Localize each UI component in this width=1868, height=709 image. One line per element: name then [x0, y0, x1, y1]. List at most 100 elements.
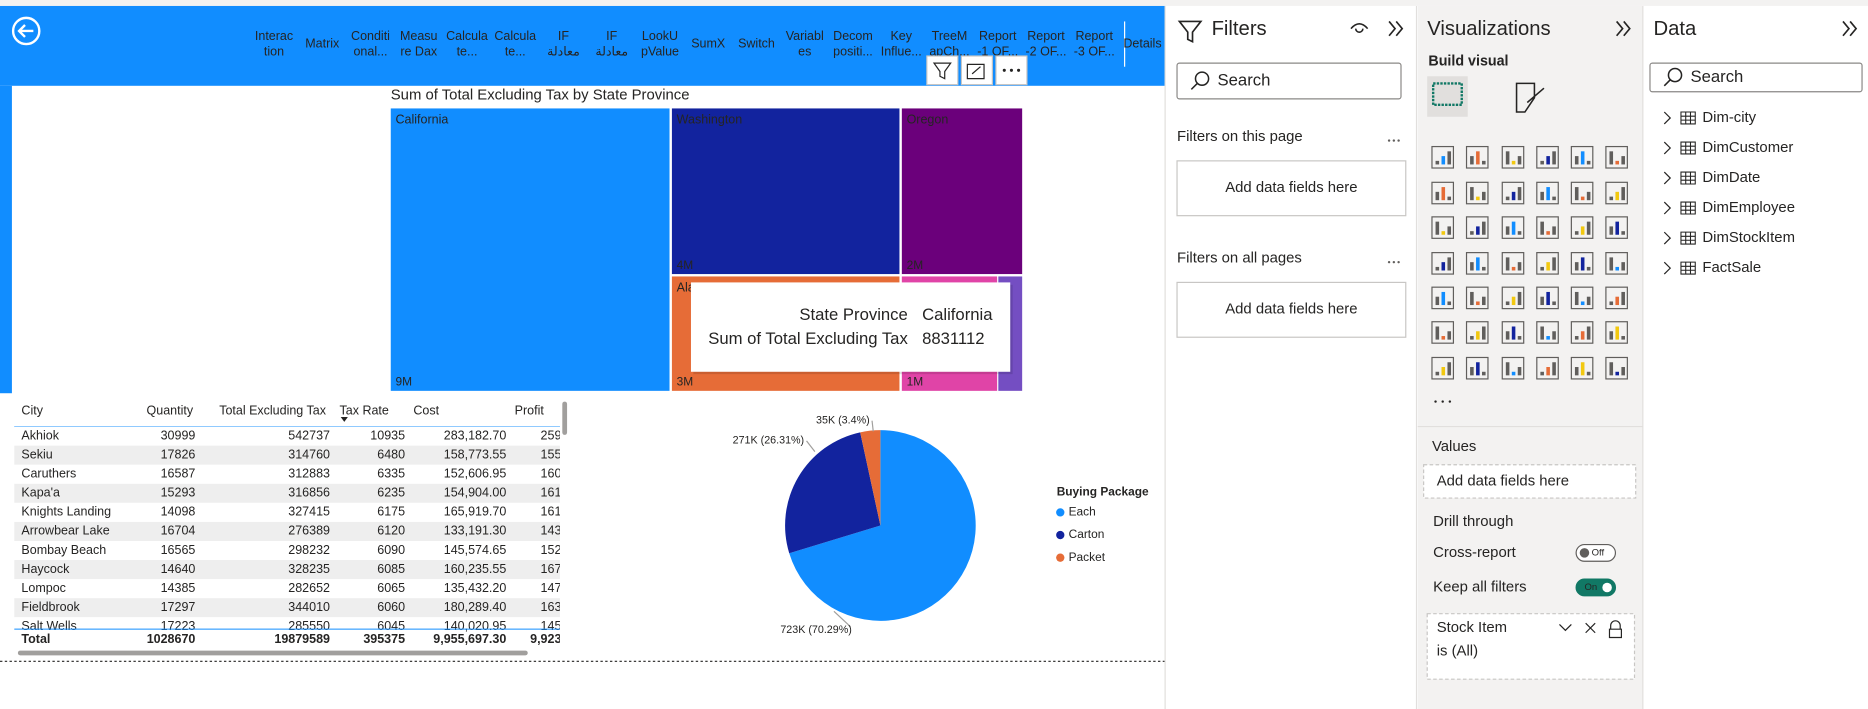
treemap-tile[interactable]: [901, 108, 1023, 275]
legend-marker[interactable]: [1056, 553, 1065, 562]
expand-chevron[interactable]: [1663, 171, 1672, 185]
card-expand[interactable]: [1559, 623, 1572, 632]
nav-button-label[interactable]: Variabl: [786, 29, 824, 43]
drop-zone[interactable]: [1176, 281, 1407, 338]
visual-type-icon[interactable]: [1465, 181, 1489, 205]
nav-button-label[interactable]: pValue: [641, 45, 679, 59]
pie-slice[interactable]: [785, 432, 881, 554]
legend-label[interactable]: Packet: [1069, 550, 1106, 564]
nav-button-label[interactable]: -2 OF...: [1025, 45, 1066, 59]
nav-button-label[interactable]: Influe...: [881, 45, 922, 59]
visual-type-icon[interactable]: [1501, 145, 1525, 169]
visual-type-icon[interactable]: [1536, 181, 1559, 205]
visual-type-icon[interactable]: [1431, 252, 1455, 275]
visual-type-icon[interactable]: [1570, 145, 1594, 169]
visual-type-icon[interactable]: [1605, 252, 1628, 275]
data-search-box[interactable]: [1649, 62, 1863, 93]
pie-slice[interactable]: [860, 430, 881, 526]
nav-button-label[interactable]: -3 OF...: [1074, 45, 1115, 59]
nav-button-label[interactable]: re Dax: [400, 45, 438, 59]
h-scrollbar[interactable]: [17, 650, 528, 656]
treemap-tile[interactable]: [671, 108, 900, 275]
visual-type-icon[interactable]: [1465, 216, 1489, 239]
visual-type-icon[interactable]: [1431, 145, 1455, 169]
visual-type-icon[interactable]: [1536, 252, 1559, 275]
more-dot[interactable]: [1387, 139, 1391, 142]
more-dot[interactable]: [1392, 139, 1396, 142]
legend-marker[interactable]: [1056, 508, 1065, 517]
visual-type-icon[interactable]: [1605, 145, 1628, 169]
expand-chevron[interactable]: [1663, 231, 1672, 245]
visual-type-icon[interactable]: [1536, 145, 1559, 169]
nav-button-label[interactable]: te...: [457, 45, 478, 59]
eye-icon[interactable]: [1350, 23, 1369, 33]
nav-button-label[interactable]: معادلة: [547, 45, 580, 59]
nav-button-label[interactable]: Matrix: [305, 36, 340, 50]
visual-type-icon[interactable]: [1431, 356, 1455, 380]
visual-type-icon[interactable]: [1605, 356, 1628, 380]
nav-button-label[interactable]: SumX: [691, 36, 726, 50]
drop-zone[interactable]: [1423, 464, 1637, 499]
nav-button-label[interactable]: TreeM: [932, 29, 968, 43]
expand-chevron[interactable]: [1663, 111, 1672, 125]
nav-button-label[interactable]: Calcula: [494, 29, 536, 43]
collapse-icon[interactable]: [1388, 20, 1404, 37]
visual-type-icon[interactable]: [1570, 356, 1594, 380]
legend-marker[interactable]: [1056, 530, 1065, 540]
nav-button-label[interactable]: Measu: [400, 29, 438, 43]
visual-type-icon[interactable]: [1605, 286, 1628, 310]
drop-zone[interactable]: [1176, 160, 1407, 217]
visual-type-icon[interactable]: [1536, 286, 1559, 310]
visual-type-icon[interactable]: [1431, 321, 1455, 344]
visual-type-icon[interactable]: [1501, 252, 1525, 275]
nav-button-label[interactable]: Report: [979, 29, 1017, 43]
visual-type-icon[interactable]: [1570, 216, 1594, 239]
visual-type-icon[interactable]: [1431, 286, 1455, 310]
visual-header-filter[interactable]: [926, 55, 959, 86]
card-lock[interactable]: [1608, 620, 1622, 639]
format-tab-icon[interactable]: [1515, 82, 1545, 113]
nav-button-label[interactable]: Calcula: [446, 29, 488, 43]
visual-type-icon[interactable]: [1570, 321, 1594, 344]
more-dot[interactable]: [1448, 400, 1452, 403]
visual-type-icon[interactable]: [1536, 321, 1559, 344]
visual-type-icon[interactable]: [1501, 181, 1525, 205]
filter-card[interactable]: [1426, 613, 1636, 680]
table-name[interactable]: FactSale: [1702, 260, 1761, 276]
nav-button-label[interactable]: Key: [890, 29, 912, 43]
v-scrollbar[interactable]: [562, 401, 568, 435]
nav-button-label[interactable]: onal...: [353, 45, 387, 59]
visual-type-icon[interactable]: [1465, 321, 1489, 344]
nav-button-label[interactable]: Report: [1075, 29, 1113, 43]
pie-slice[interactable]: [789, 430, 976, 621]
visual-type-icon[interactable]: [1536, 356, 1559, 380]
treemap-tile[interactable]: [390, 108, 670, 391]
nav-button-label[interactable]: positi...: [833, 45, 873, 59]
nav-button-label[interactable]: Decom: [833, 29, 873, 43]
more-dot[interactable]: [1397, 260, 1400, 264]
nav-button-label[interactable]: IF: [606, 29, 617, 43]
nav-button-label[interactable]: tion: [264, 45, 284, 59]
visual-type-icon[interactable]: [1465, 286, 1489, 310]
legend-label[interactable]: Carton: [1069, 527, 1105, 541]
card-remove[interactable]: [1585, 622, 1596, 634]
visual-type-icon[interactable]: [1431, 216, 1455, 239]
filters-search-box[interactable]: [1176, 62, 1402, 100]
back-button[interactable]: [11, 16, 41, 46]
nav-button-label[interactable]: Switch: [738, 36, 775, 50]
table-name[interactable]: DimDate: [1702, 170, 1760, 186]
visual-type-icon[interactable]: [1431, 181, 1455, 205]
visual-type-icon[interactable]: [1570, 181, 1594, 205]
visual-type-icon[interactable]: [1605, 181, 1628, 205]
nav-button-label[interactable]: Report: [1027, 29, 1065, 43]
visual-type-icon[interactable]: [1465, 145, 1489, 169]
collapse-icon[interactable]: [1842, 20, 1858, 37]
more-dot[interactable]: [1387, 260, 1391, 264]
table-name[interactable]: DimCustomer: [1702, 140, 1793, 156]
nav-button-label[interactable]: te...: [505, 45, 526, 59]
nav-button-label[interactable]: LookU: [642, 29, 678, 43]
visual-type-icon[interactable]: [1501, 286, 1525, 310]
visual-type-icon[interactable]: [1536, 216, 1559, 239]
table-name[interactable]: DimStockItem: [1702, 230, 1795, 246]
nav-button-label[interactable]: معادلة: [595, 45, 628, 59]
